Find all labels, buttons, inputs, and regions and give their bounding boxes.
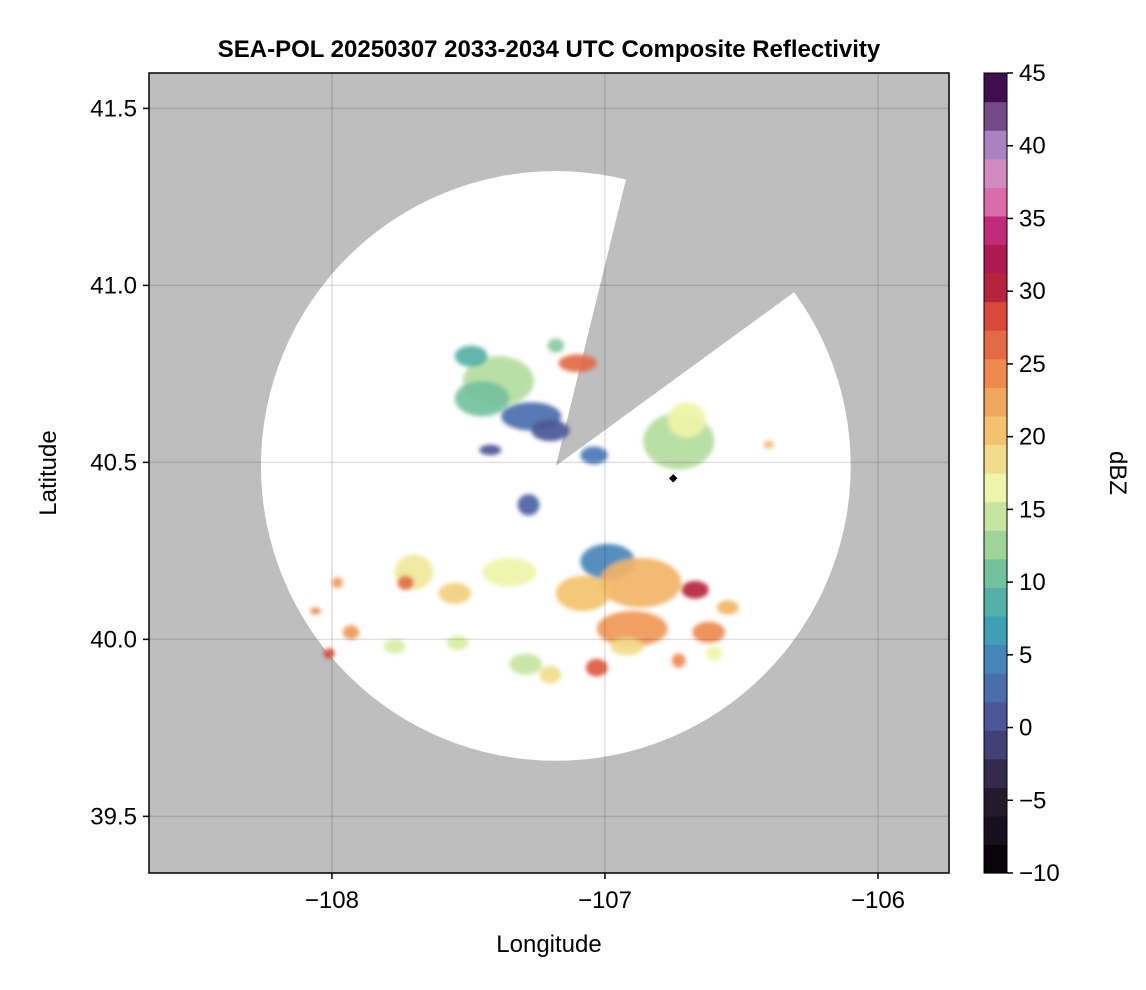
echo-cell-8 — [580, 446, 608, 465]
echo-cell-19 — [716, 600, 739, 615]
y-tick-label-2: 40.5 — [90, 449, 137, 476]
colorbar-bin-19 — [984, 301, 1007, 331]
echo-cell-25 — [397, 575, 414, 590]
y-tick-label-3: 41.0 — [90, 272, 137, 299]
echo-cell-27 — [310, 607, 322, 615]
colorbar-tick-label-1: −5 — [1019, 787, 1046, 814]
colorbar-ticks: −10 −5 0 5 10 15 20 25 30 35 40 45 — [1007, 60, 1060, 887]
colorbar-bin-12 — [984, 501, 1007, 531]
echo-cell-11 — [763, 441, 775, 449]
colorbar-bin-17 — [984, 358, 1007, 388]
colorbar-bin-22 — [984, 215, 1007, 246]
echo-cell-10 — [667, 402, 706, 438]
colorbar-bin-2 — [984, 787, 1007, 817]
echo-cell-16 — [555, 575, 611, 612]
colorbar-bin-26 — [984, 101, 1007, 131]
echo-layer — [310, 338, 775, 684]
echo-cell-17 — [681, 580, 709, 599]
y-axis-ticks: 39.5 40.0 40.5 41.0 41.5 — [90, 95, 149, 830]
site-marker — [668, 474, 678, 483]
x-tick-label-0: −108 — [305, 887, 359, 914]
grid-lines — [149, 73, 949, 873]
echo-cell-23 — [438, 582, 472, 604]
echo-cell-34 — [610, 637, 644, 656]
colorbar-bin-23 — [984, 187, 1007, 217]
colorbar-bin-1 — [984, 815, 1007, 846]
echo-cell-6 — [547, 338, 565, 353]
colorbar-bin-24 — [984, 158, 1007, 188]
colorbar-bin-7 — [984, 644, 1007, 674]
echo-cell-3 — [531, 419, 570, 442]
colorbar-bin-8 — [984, 615, 1007, 646]
colorbar-tick-label-10: 40 — [1019, 133, 1046, 160]
echo-cell-1 — [454, 380, 510, 417]
echo-cell-15 — [596, 611, 668, 647]
colorbar-bin-25 — [984, 130, 1007, 160]
x-axis-label: Longitude — [496, 931, 601, 958]
echo-cell-7 — [479, 444, 502, 456]
colorbar-bin-15 — [984, 415, 1007, 446]
echo-cell-32 — [509, 653, 543, 675]
x-axis-ticks: −108 −107 −106 — [305, 873, 905, 914]
colorbar-frame — [983, 72, 1008, 874]
colorbar-tick-label-3: 5 — [1019, 642, 1032, 669]
colorbar-tick-label-5: 15 — [1019, 496, 1046, 523]
y-tick-label-0: 39.5 — [90, 803, 137, 830]
colorbar-bin-16 — [984, 387, 1007, 417]
colorbar-tick-label-6: 20 — [1019, 424, 1046, 451]
colorbar-bin-14 — [984, 444, 1007, 474]
colorbar-bin-21 — [984, 244, 1007, 274]
colorbar-bin-0 — [984, 844, 1007, 874]
x-tick-label-2: −106 — [851, 887, 905, 914]
echo-cell-5 — [558, 354, 597, 373]
blocked-sector — [555, 97, 862, 466]
colorbar-tick-label-2: 0 — [1019, 715, 1032, 742]
colorbar-bin-11 — [984, 530, 1007, 560]
y-tick-label-1: 40.0 — [90, 626, 137, 653]
echo-cell-18 — [692, 621, 726, 643]
colorbar-bin-18 — [984, 330, 1007, 360]
colorbar-tick-label-4: 10 — [1019, 569, 1046, 596]
x-tick-label-1: −107 — [578, 887, 632, 914]
colorbar-bin-27 — [984, 73, 1007, 103]
colorbar-label: dBZ — [1104, 451, 1131, 495]
echo-cell-12 — [517, 494, 540, 516]
colorbar-bin-6 — [984, 673, 1007, 703]
echo-cell-29 — [323, 648, 335, 659]
echo-cell-26 — [331, 577, 343, 589]
echo-cell-14 — [599, 557, 682, 608]
echo-cell-35 — [705, 646, 723, 661]
plot-area — [149, 73, 949, 873]
echo-cell-4 — [454, 345, 488, 367]
colorbar-bin-4 — [984, 730, 1007, 760]
echo-cell-30 — [383, 639, 406, 654]
y-axis-label: Latitude — [35, 430, 62, 515]
colorbar-bin-3 — [984, 758, 1007, 788]
echo-cell-21 — [671, 653, 686, 668]
colorbar-bin-20 — [984, 273, 1007, 303]
echo-cell-33 — [539, 665, 562, 684]
colorbar-tick-label-8: 30 — [1019, 278, 1046, 305]
echo-cell-31 — [446, 635, 469, 650]
echo-cell-22 — [482, 557, 537, 587]
colorbar-bin-10 — [984, 558, 1007, 588]
y-tick-label-4: 41.5 — [90, 95, 137, 122]
colorbar — [983, 72, 1008, 874]
colorbar-tick-label-7: 25 — [1019, 351, 1046, 378]
colorbar-tick-label-0: −10 — [1019, 860, 1060, 887]
colorbar-tick-label-11: 45 — [1019, 60, 1046, 87]
colorbar-bin-9 — [984, 587, 1007, 617]
colorbar-tick-label-9: 35 — [1019, 205, 1046, 232]
echo-cell-28 — [342, 625, 360, 640]
echo-cell-20 — [585, 658, 608, 677]
colorbar-bin-13 — [984, 473, 1007, 503]
plot-frame — [148, 72, 950, 874]
colorbar-bin-5 — [984, 701, 1007, 731]
chart-title: SEA-POL 20250307 2033-2034 UTC Composite… — [218, 36, 881, 63]
